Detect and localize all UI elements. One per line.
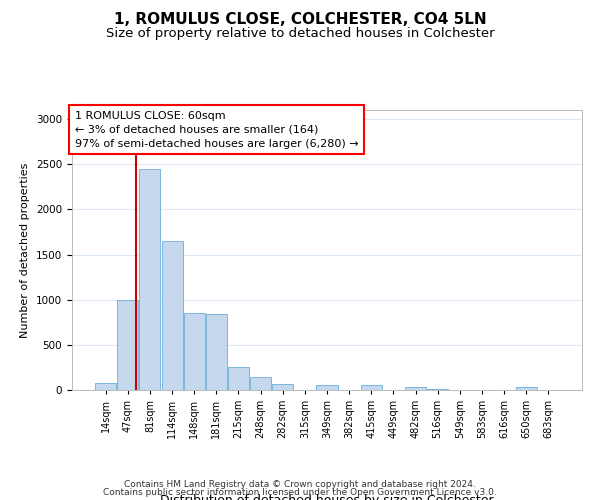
Bar xyxy=(515,387,536,390)
Bar xyxy=(139,168,160,390)
Text: 1 ROMULUS CLOSE: 60sqm
← 3% of detached houses are smaller (164)
97% of semi-det: 1 ROMULUS CLOSE: 60sqm ← 3% of detached … xyxy=(74,110,358,148)
X-axis label: Distribution of detached houses by size in Colchester: Distribution of detached houses by size … xyxy=(160,494,494,500)
Text: Contains public sector information licensed under the Open Government Licence v3: Contains public sector information licen… xyxy=(103,488,497,497)
Bar xyxy=(118,300,139,390)
Bar xyxy=(184,313,205,390)
Bar xyxy=(250,378,271,390)
Bar xyxy=(272,384,293,390)
Bar xyxy=(405,387,426,390)
Bar xyxy=(95,383,116,390)
Text: Size of property relative to detached houses in Colchester: Size of property relative to detached ho… xyxy=(106,28,494,40)
Bar xyxy=(316,385,338,390)
Bar xyxy=(161,241,182,390)
Bar xyxy=(361,386,382,390)
Bar xyxy=(228,367,249,390)
Y-axis label: Number of detached properties: Number of detached properties xyxy=(20,162,31,338)
Text: 1, ROMULUS CLOSE, COLCHESTER, CO4 5LN: 1, ROMULUS CLOSE, COLCHESTER, CO4 5LN xyxy=(113,12,487,28)
Bar xyxy=(206,314,227,390)
Text: Contains HM Land Registry data © Crown copyright and database right 2024.: Contains HM Land Registry data © Crown c… xyxy=(124,480,476,489)
